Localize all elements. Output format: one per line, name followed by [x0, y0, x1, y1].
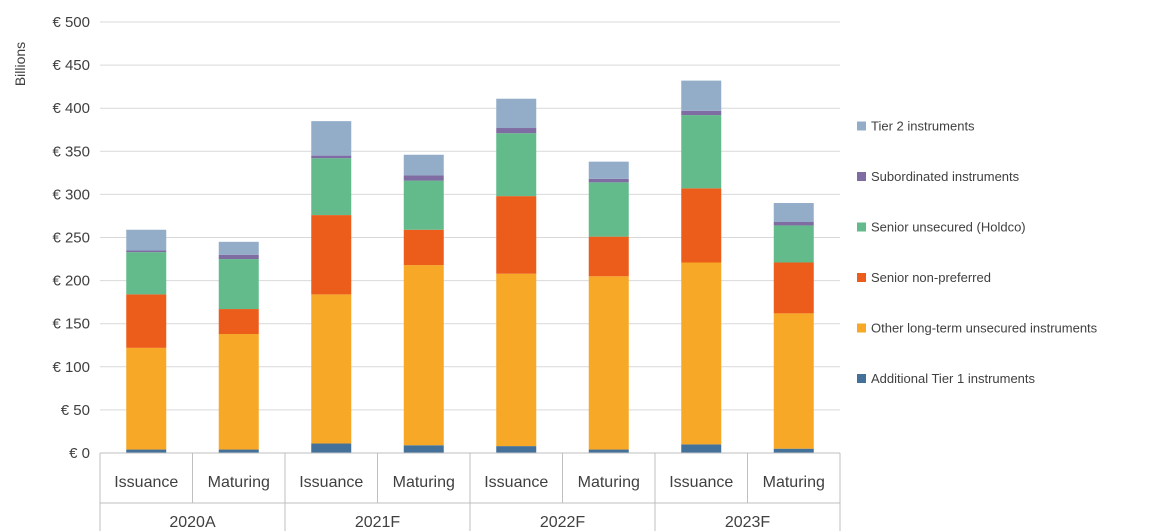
bar-segment [588, 161, 629, 179]
bar-segment [126, 250, 167, 253]
y-axis-title: Billions [12, 42, 28, 86]
y-tick-label: € 150 [52, 316, 90, 333]
bar-segment [403, 180, 444, 230]
bar-segment [311, 121, 352, 156]
bar-segment [681, 444, 722, 453]
bar-segment [218, 309, 259, 335]
x-group-label: 2022F [540, 514, 586, 531]
bar-segment [126, 449, 167, 453]
bar-segment [311, 215, 352, 295]
legend-entry: Additional Tier 1 instruments [871, 371, 1036, 386]
bar-segment [403, 229, 444, 266]
bar-segment [681, 110, 722, 116]
bar-segment [496, 196, 537, 274]
y-tick-label: € 100 [52, 359, 90, 376]
y-tick-label: € 200 [52, 273, 90, 290]
bar-segment [773, 221, 814, 226]
bar-segment [681, 80, 722, 111]
bar-segment [311, 443, 352, 453]
x-tick-label: Issuance [669, 474, 733, 491]
y-tick-label: € 50 [61, 402, 90, 419]
bar-segment [773, 203, 814, 222]
x-axis: Issuance Maturing Issuance Maturing Issuance… [99, 452, 841, 531]
legend-entry: Subordinated instruments [871, 169, 1020, 184]
y-tick-label: € 400 [52, 100, 90, 117]
x-group-label: 2021F [355, 514, 401, 531]
y-tick-label: € 350 [52, 143, 90, 160]
bar-segment [126, 347, 167, 450]
bar-segment [681, 262, 722, 445]
x-tick-label: Issuance [484, 474, 548, 491]
bar-segment [773, 225, 814, 263]
bar-segment [218, 334, 259, 450]
bar-segment [311, 158, 352, 216]
bar-segment [588, 178, 629, 183]
legend-entry: Senior non-preferred [871, 270, 991, 285]
legend-swatch [857, 374, 866, 383]
x-group-label: 2023F [725, 514, 771, 531]
bar-segment [218, 449, 259, 453]
y-axis-ticks: € 0 € 50 € 100 € 150 € 200 € 250 € 300 € 350 € 4… [52, 14, 90, 462]
bar-segment [588, 449, 629, 453]
bar-segment [311, 294, 352, 444]
legend-entry: Other long-term unsecured instruments [871, 321, 1098, 336]
x-group-label: 2020A [169, 514, 216, 531]
bar-segment [588, 236, 629, 277]
bar-segment [126, 229, 167, 251]
bar-segment [126, 252, 167, 295]
x-tick-label: Issuance [114, 474, 178, 491]
bar-segment [403, 175, 444, 181]
x-tick-label: Issuance [299, 474, 363, 491]
bar-segment [588, 276, 629, 450]
legend: Tier 2 instruments Subordinated instrumen… [857, 119, 1098, 386]
bar-segment [681, 188, 722, 263]
bar-segment [773, 313, 814, 449]
bar-segment [496, 133, 537, 197]
legend-entry: Senior unsecured (Holdco) [871, 220, 1026, 235]
bar-segment [496, 273, 537, 447]
x-tick-label: Maturing [763, 474, 825, 491]
bar-segment [496, 98, 537, 129]
x-tick-label: Maturing [393, 474, 455, 491]
bar-segment [218, 241, 259, 255]
legend-swatch [857, 323, 866, 333]
x-tick-label: Maturing [208, 474, 270, 491]
bar-segment [403, 445, 444, 453]
bar-segment [218, 254, 259, 260]
bar-segment [681, 115, 722, 189]
bar-segment [218, 259, 259, 310]
legend-swatch [857, 172, 866, 181]
bar-segment [496, 446, 537, 453]
bar-segment [773, 262, 814, 314]
bar-segment [588, 182, 629, 237]
y-tick-label: € 500 [52, 14, 90, 31]
bar-segment [311, 155, 352, 159]
bar-segment [773, 448, 814, 453]
y-tick-label: € 450 [52, 57, 90, 74]
legend-swatch [857, 273, 866, 282]
y-tick-label: € 250 [52, 230, 90, 247]
bar-segment [496, 128, 537, 134]
legend-swatch [857, 121, 866, 131]
x-tick-label: Maturing [578, 474, 640, 491]
y-tick-label: € 300 [52, 186, 90, 203]
y-tick-label: € 0 [69, 445, 90, 462]
bars [126, 80, 814, 453]
gridlines [100, 21, 840, 411]
bar-segment [403, 265, 444, 446]
legend-swatch [857, 222, 866, 232]
bar-segment [403, 154, 444, 176]
legend-entry: Tier 2 instruments [871, 119, 975, 134]
bar-segment [126, 294, 167, 348]
